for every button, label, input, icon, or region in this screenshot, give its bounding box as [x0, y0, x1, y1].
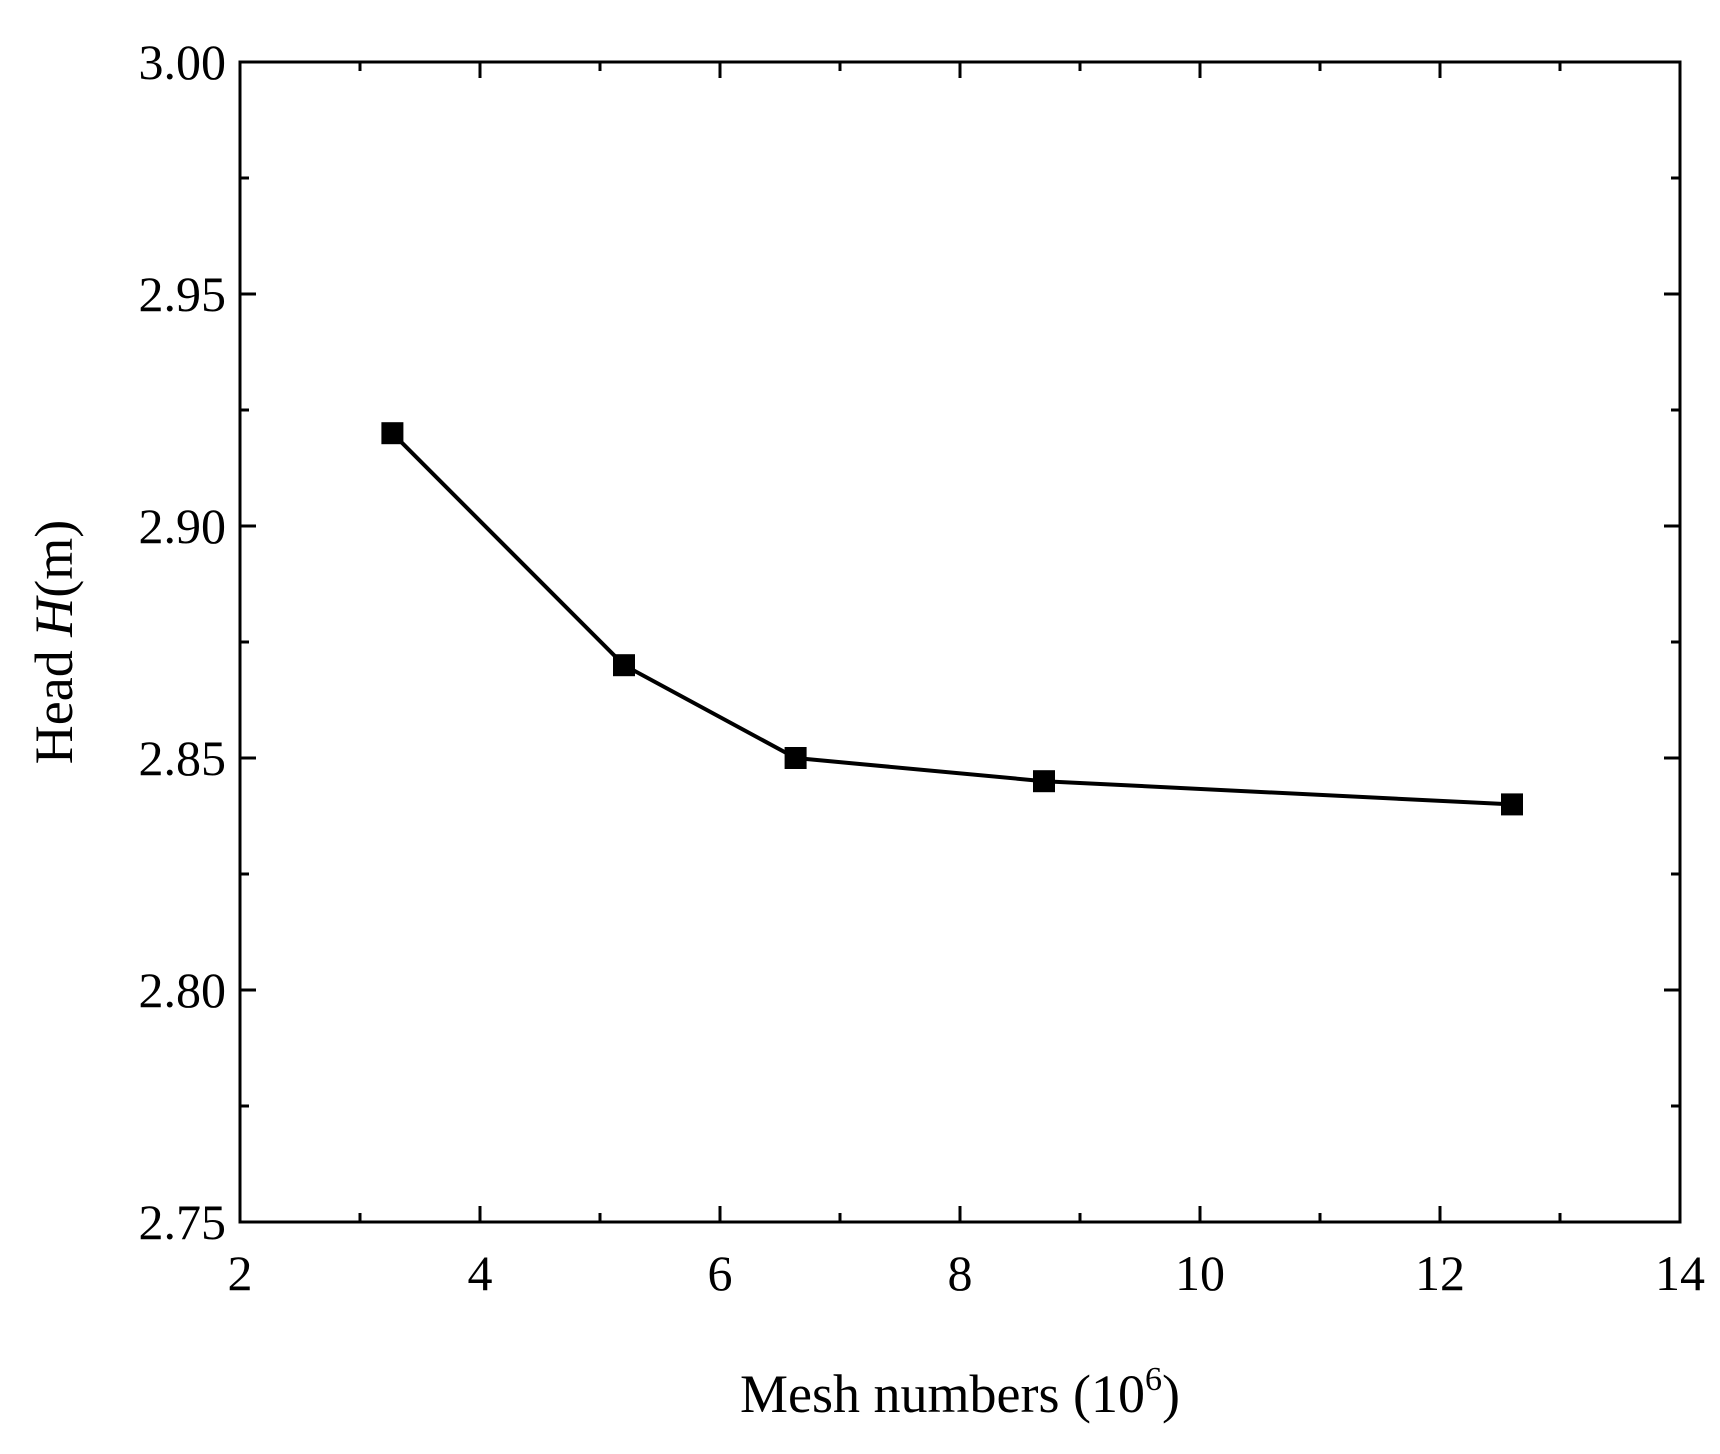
- x-tick-label: 14: [1655, 1245, 1705, 1301]
- data-point-marker: [613, 654, 635, 677]
- y-axis-title-variable: H: [24, 595, 84, 638]
- y-tick-label: 2.90: [139, 498, 227, 554]
- y-tick-label: 2.75: [139, 1194, 227, 1250]
- axis-tick-labels: 2 4 6 8 10 12 14 2.75 2.80 2.85 2.90 2.95 3.00: [139, 34, 1706, 1301]
- series-line: [390, 431, 1513, 807]
- x-axis-title-suffix: ): [1162, 1364, 1180, 1424]
- y-tick-label: 2.80: [139, 962, 227, 1018]
- x-tick-label: 4: [468, 1245, 493, 1301]
- x-tick-label: 10: [1175, 1245, 1225, 1301]
- y-axis-title-main: Head: [24, 637, 84, 764]
- x-tick-label: 12: [1415, 1245, 1465, 1301]
- data-point-marker: [1033, 770, 1055, 793]
- data-point-marker: [381, 422, 404, 445]
- x-tick-label: 8: [948, 1245, 973, 1301]
- x-axis-title-main: Mesh numbers (10: [740, 1364, 1145, 1424]
- x-tick-label: 2: [228, 1245, 253, 1301]
- plot-frame: [238, 60, 1682, 1224]
- axis-ticks: [238, 60, 1682, 1224]
- x-tick-label: 6: [708, 1245, 733, 1301]
- x-axis-title-superscript: 6: [1145, 1361, 1162, 1398]
- y-tick-label: 2.85: [139, 730, 227, 786]
- y-axis-title-unit: (m): [24, 520, 84, 598]
- y-tick-label: 2.95: [139, 266, 227, 322]
- y-tick-label: 3.00: [139, 34, 227, 90]
- data-point-marker: [784, 747, 807, 769]
- x-axis-title: Mesh numbers (106): [740, 1361, 1180, 1424]
- plot-series: [381, 422, 1523, 816]
- data-point-marker: [1501, 793, 1523, 816]
- y-axis-title: Head H(m): [24, 520, 84, 764]
